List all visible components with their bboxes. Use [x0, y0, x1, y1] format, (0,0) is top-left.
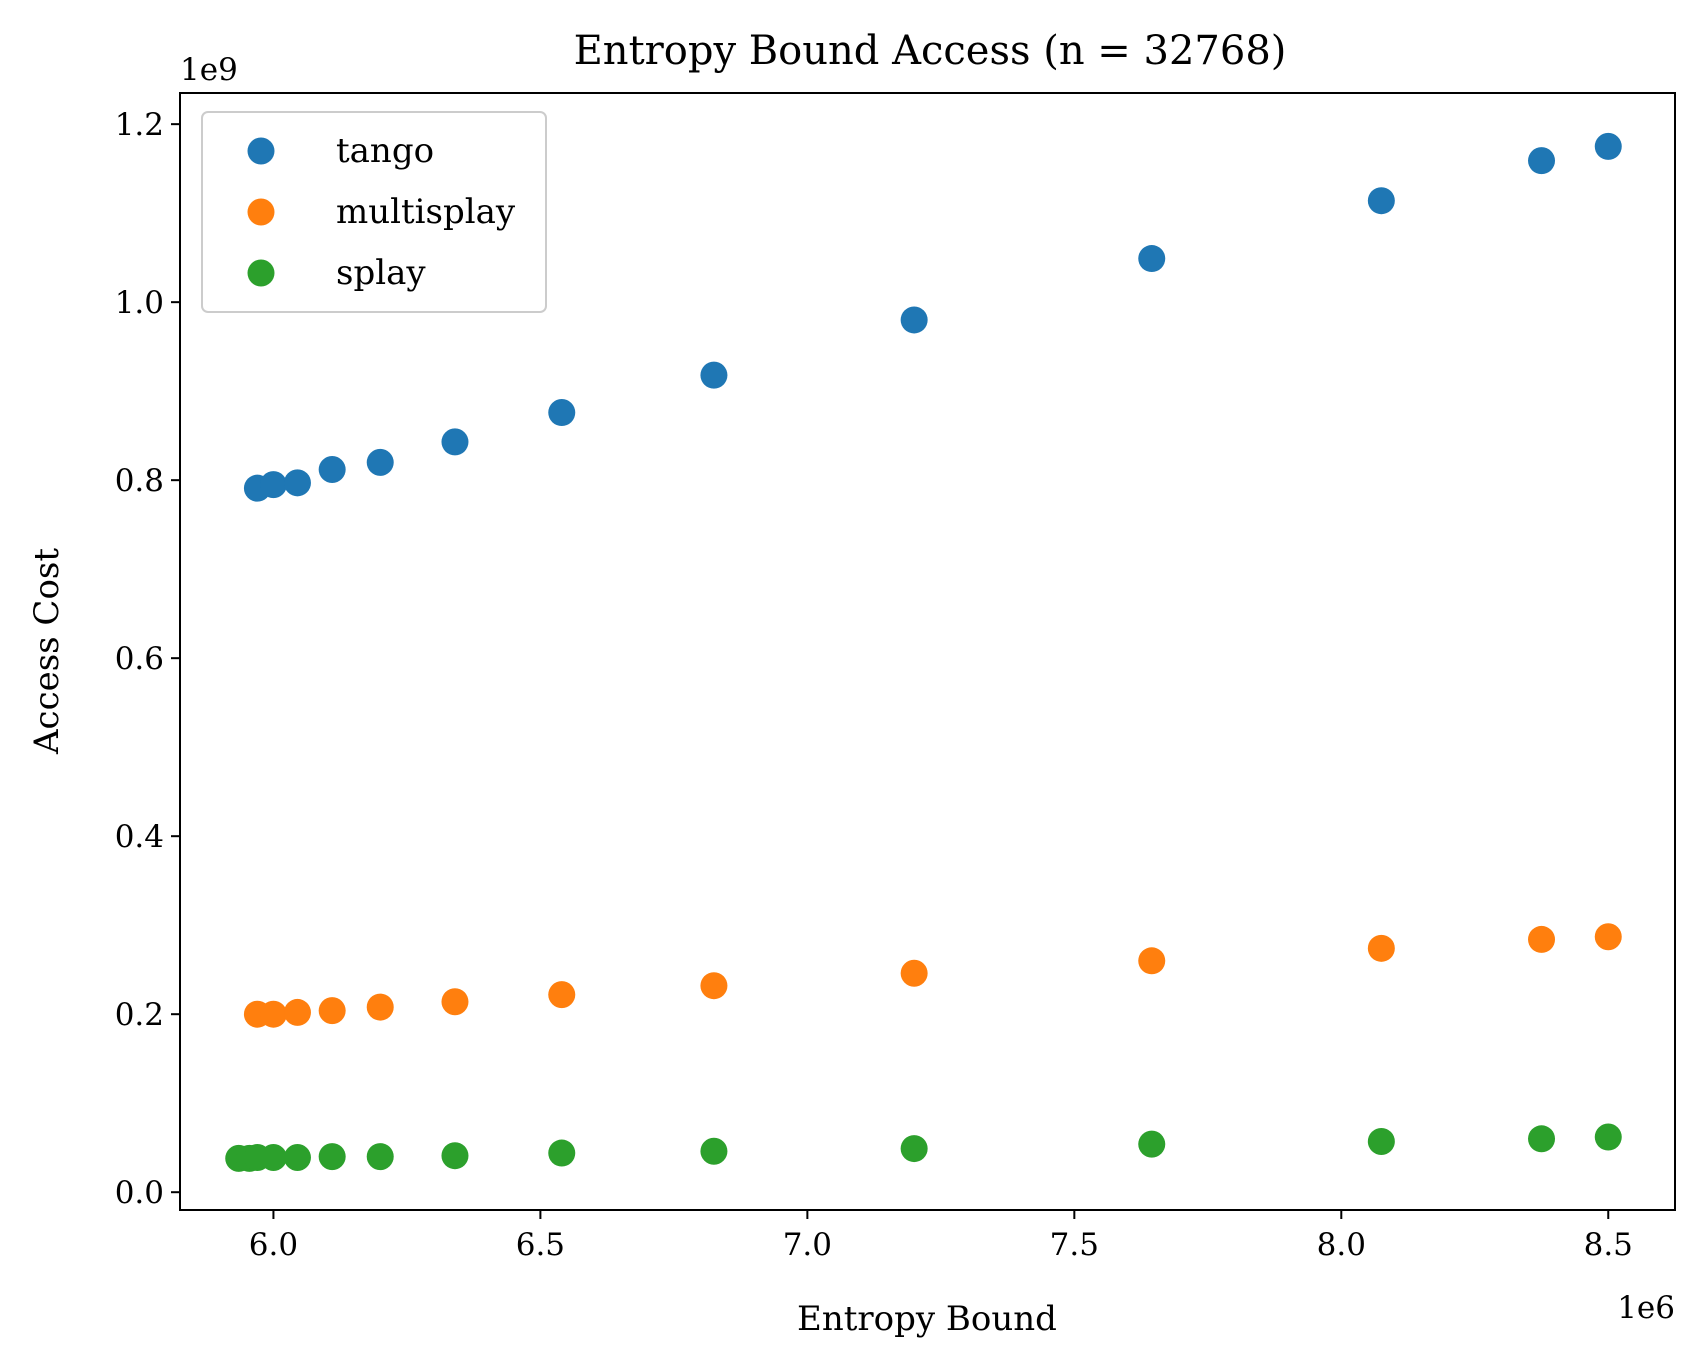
y-tick-label: 1.2 [115, 107, 164, 143]
y-tick-label: 0.4 [115, 819, 164, 855]
plot-area [225, 132, 1622, 1172]
tango-point [900, 306, 928, 334]
tango-point [700, 361, 728, 389]
legend-label-tango: tango [336, 131, 434, 171]
multisplay-point [259, 1000, 287, 1028]
y-tick-label: 1.0 [115, 285, 164, 321]
legend: tango multisplay splay [201, 111, 547, 313]
splay-point [548, 1139, 576, 1167]
multisplay-point [700, 972, 728, 1000]
splay-point [900, 1135, 928, 1163]
y-axis-label: Access Cost [27, 548, 67, 755]
tango-point [1528, 147, 1556, 175]
y-axis-ticks: 0.0 0.2 0.4 0.6 0.8 1.0 1.2 [115, 107, 180, 1211]
legend-marker-tango [247, 137, 275, 165]
multisplay-point [548, 981, 576, 1009]
multisplay-point [283, 998, 311, 1026]
splay-point [1594, 1123, 1622, 1151]
x-tick-label: 6.5 [516, 1227, 565, 1263]
splay-point [366, 1143, 394, 1171]
legend-label-splay: splay [336, 253, 426, 293]
tango-point [366, 448, 394, 476]
legend-label-multisplay: multisplay [336, 192, 516, 232]
multisplay-point [1594, 923, 1622, 951]
multisplay-point [1138, 947, 1166, 975]
legend-marker-multisplay [247, 198, 275, 226]
x-axis-label: Entropy Bound [797, 1299, 1057, 1339]
multisplay-point [1367, 934, 1395, 962]
x-tick-label: 7.5 [1050, 1227, 1099, 1263]
tango-point [441, 428, 469, 456]
series-splay [225, 1123, 1622, 1172]
series-tango [243, 132, 1622, 502]
chart-title: Entropy Bound Access (n = 32768) [574, 28, 1287, 74]
splay-point [700, 1137, 728, 1165]
multisplay-point [318, 997, 346, 1025]
multisplay-point [900, 959, 928, 987]
legend-marker-splay [247, 259, 275, 287]
series-multisplay [243, 923, 1622, 1028]
tango-point [259, 471, 287, 499]
multisplay-point [366, 993, 394, 1021]
x-tick-label: 7.0 [783, 1227, 832, 1263]
y-tick-label: 0.8 [115, 463, 164, 499]
splay-point [283, 1143, 311, 1171]
plot-frame [179, 92, 1676, 1211]
multisplay-point [441, 988, 469, 1016]
multisplay-point [1528, 925, 1556, 953]
y-tick-label: 0.0 [115, 1175, 164, 1211]
splay-point [259, 1143, 287, 1171]
splay-point [1138, 1130, 1166, 1158]
y-tick-label: 0.2 [115, 997, 164, 1033]
x-tick-label: 6.0 [249, 1227, 298, 1263]
tango-point [283, 469, 311, 497]
splay-point [1367, 1127, 1395, 1155]
y-tick-label: 0.6 [115, 641, 164, 677]
x-offset-label: 1e6 [1617, 1290, 1675, 1326]
x-tick-label: 8.5 [1584, 1227, 1633, 1263]
tango-point [1138, 245, 1166, 273]
splay-point [441, 1142, 469, 1170]
splay-point [318, 1143, 346, 1171]
splay-point [1528, 1125, 1556, 1153]
tango-point [1367, 187, 1395, 215]
tango-point [318, 455, 346, 483]
tango-point [548, 399, 576, 427]
tango-point [1594, 132, 1622, 160]
x-axis-ticks: 6.0 6.5 7.0 7.5 8.0 8.5 [249, 1210, 1633, 1263]
legend-box [201, 111, 547, 313]
x-tick-label: 8.0 [1317, 1227, 1366, 1263]
y-offset-label: 1e9 [180, 52, 238, 88]
